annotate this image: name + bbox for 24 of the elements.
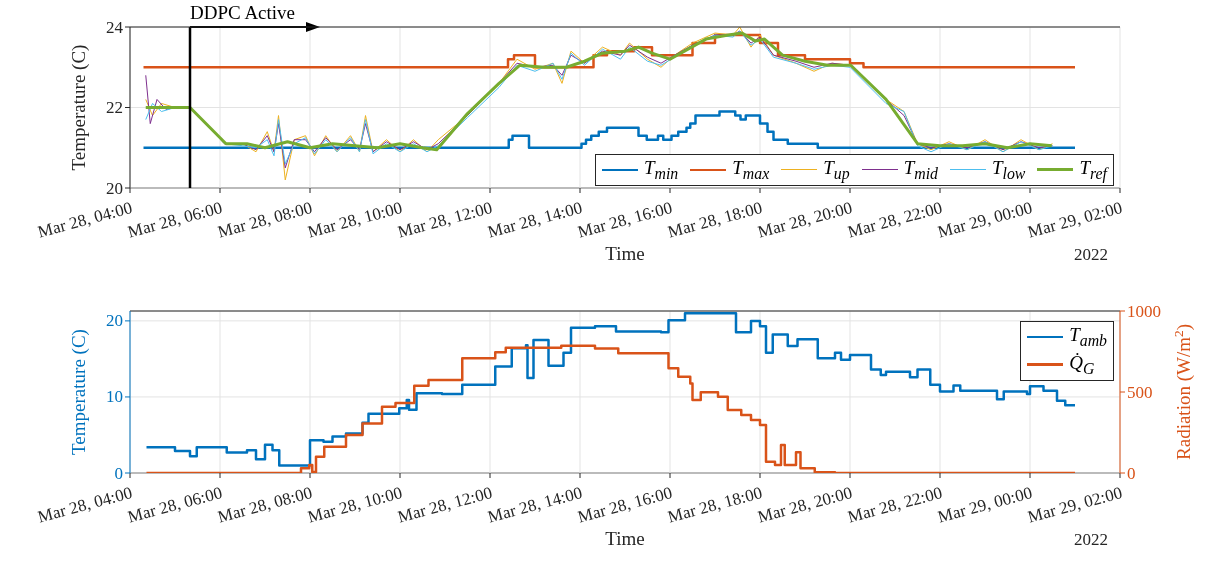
legend-label: T$_{low}$ [991, 157, 1026, 183]
ref-line-label: DDPC Active [190, 2, 296, 23]
legend-label: T$_{max}$ [732, 157, 770, 183]
legend-label: T$_{mid}$ [903, 157, 938, 183]
legend-label: Q̇$_{G}$ [1069, 351, 1095, 378]
legend-label: T$_{min}$ [643, 157, 679, 183]
text: 2022 [1074, 245, 1108, 264]
legend-label: T$_{up}$ [823, 157, 850, 183]
legend-label: T$_{ref}$ [1079, 157, 1107, 183]
y2-tick-label: 1000 [1127, 301, 1161, 321]
y-tick-label: 20 [106, 311, 123, 331]
y-axis-title: Temperature (C) [68, 44, 90, 171]
y2-tick-label: 500 [1127, 382, 1153, 402]
y2-tick-label: 0 [1127, 463, 1136, 483]
y-tick-label: 22 [106, 98, 123, 117]
y-tick-label: 24 [106, 17, 124, 37]
x-axis-title: Time [605, 243, 645, 264]
y-tick-label: 10 [106, 387, 123, 407]
text: 2022 [1074, 530, 1108, 549]
x-axis-title: Time [605, 528, 645, 549]
y-axis-title: Temperature (C) [68, 329, 90, 455]
legend-label: T$_{amb}$ [1069, 324, 1107, 350]
y-tick-label: 20 [106, 178, 123, 198]
y-tick-label: 0 [114, 463, 123, 483]
